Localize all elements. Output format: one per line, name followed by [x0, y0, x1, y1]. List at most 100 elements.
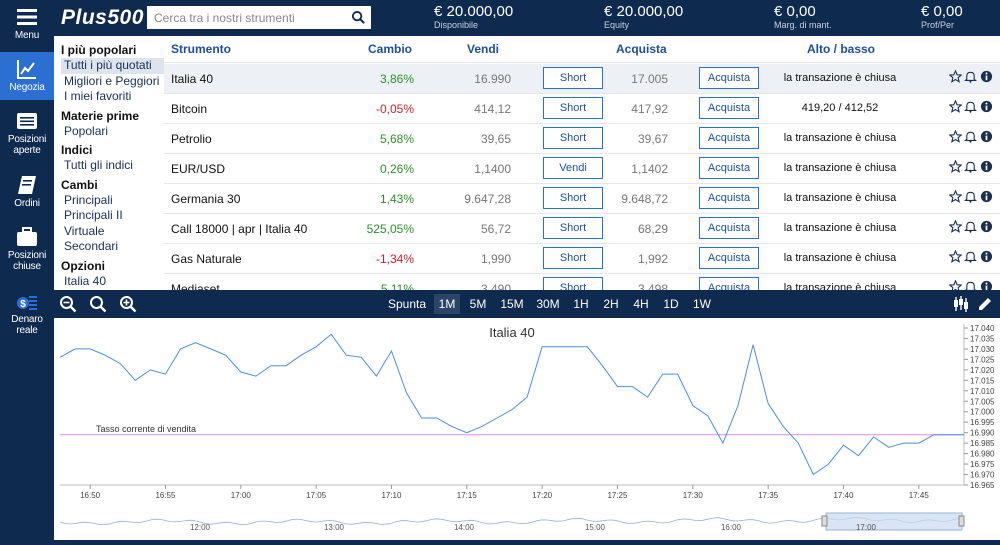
category-item-all-indices[interactable]: Tutti gli indici: [64, 158, 133, 172]
star-icon[interactable]: [949, 130, 962, 143]
buy-button[interactable]: Acquista: [699, 187, 759, 209]
buy-button[interactable]: Acquista: [699, 67, 759, 89]
bell-icon[interactable]: [964, 190, 977, 203]
star-icon[interactable]: [949, 190, 962, 203]
table-row[interactable]: EUR/USD 0,26% 1,1400 Vendi 1,1402 Acquis…: [164, 154, 1000, 184]
search-icon[interactable]: [351, 10, 366, 25]
nav-closed-positions[interactable]: Posizioni chiuse: [0, 220, 54, 272]
nav-real-money[interactable]: $ Denaro reale: [0, 284, 54, 336]
bell-icon[interactable]: [964, 160, 977, 173]
sell-button[interactable]: Vendi: [543, 157, 603, 179]
star-icon[interactable]: [949, 280, 962, 290]
sell-button[interactable]: Short: [543, 217, 603, 239]
timeframe-15m[interactable]: 15M: [500, 297, 524, 311]
instrument-name[interactable]: Bitcoin: [171, 102, 208, 116]
info-icon[interactable]: [980, 160, 993, 173]
timeframe-1m[interactable]: 1M: [434, 294, 460, 314]
star-icon[interactable]: [949, 70, 962, 83]
header-sell[interactable]: Vendi: [467, 42, 500, 56]
menu-button[interactable]: Menu: [0, 0, 54, 50]
chart-toolbar: Spunta 1M 5M 15M 30M 1H 2H 4H 1D 1W: [54, 290, 1000, 318]
bell-icon[interactable]: [964, 250, 977, 263]
sell-button[interactable]: Short: [543, 67, 603, 89]
category-item-most-traded[interactable]: Tutti i più quotati: [61, 58, 164, 74]
category-item-commodities-popular[interactable]: Popolari: [64, 123, 109, 138]
instrument-name[interactable]: Mediaset: [171, 282, 220, 290]
timeframe-5m[interactable]: 5M: [469, 297, 487, 311]
bell-icon[interactable]: [964, 100, 977, 113]
instrument-name[interactable]: Italia 40: [171, 72, 214, 86]
timeframe-1w[interactable]: 1W: [693, 297, 711, 311]
pencil-icon[interactable]: [976, 295, 994, 313]
category-item-fx-major[interactable]: Principali: [64, 192, 113, 207]
navigator-series-line: [59, 516, 965, 526]
nav-orders[interactable]: Ordini: [0, 168, 54, 218]
y-tick-label: 16.965: [970, 481, 995, 490]
sell-button[interactable]: Short: [543, 97, 603, 119]
info-icon[interactable]: [980, 220, 993, 233]
table-row[interactable]: Gas Naturale -1,34% 1,990 Short 1,992 Ac…: [164, 244, 1000, 274]
buy-button[interactable]: Acquista: [699, 247, 759, 269]
bell-icon[interactable]: [964, 70, 977, 83]
star-icon[interactable]: [949, 220, 962, 233]
zoom-out-icon[interactable]: [59, 295, 77, 313]
star-icon[interactable]: [949, 160, 962, 173]
instrument-name[interactable]: Call 18000 | apr | Italia 40: [171, 222, 308, 236]
info-icon[interactable]: [980, 280, 993, 290]
category-item-fx-minor[interactable]: Secondari: [64, 239, 119, 253]
timeframe-1d[interactable]: 1D: [663, 297, 679, 311]
header-buy[interactable]: Acquista: [616, 42, 667, 56]
price-chart[interactable]: Italia 40 17.040 17.035 17.030 17.025 17.020 1…: [54, 318, 1000, 545]
instrument-name[interactable]: Germania 30: [171, 192, 241, 206]
candlestick-icon[interactable]: [952, 295, 970, 313]
buy-button[interactable]: Acquista: [699, 97, 759, 119]
info-icon[interactable]: [980, 190, 993, 203]
nav-trade[interactable]: Negozia: [0, 52, 54, 100]
nav-open-positions[interactable]: Posizioni aperte: [0, 104, 54, 156]
category-item-favorites[interactable]: I miei favoriti: [64, 89, 132, 103]
category-item-fx-virtual[interactable]: Virtuale: [64, 223, 105, 238]
briefcase-icon: [17, 227, 37, 246]
table-row[interactable]: Mediaset 5,11% 3,490 Short 3,498 Acquist…: [164, 274, 1000, 290]
buy-button[interactable]: Acquista: [699, 217, 759, 239]
sell-button[interactable]: Short: [543, 127, 603, 149]
category-item-fx-major-2[interactable]: Principali II: [64, 208, 123, 222]
instrument-name[interactable]: EUR/USD: [171, 162, 226, 176]
info-icon[interactable]: [980, 250, 993, 263]
buy-button[interactable]: Acquista: [699, 157, 759, 179]
table-row[interactable]: Bitcoin -0,05% 414,12 Short 417,92 Acqui…: [164, 94, 1000, 124]
bell-icon[interactable]: [964, 280, 977, 290]
header-instrument[interactable]: Strumento: [171, 42, 231, 56]
zoom-in-icon[interactable]: [119, 295, 137, 313]
table-row[interactable]: Petrolio 5,68% 39,65 Short 39,67 Acquist…: [164, 124, 1000, 154]
plus500-logo[interactable]: Plus500: [61, 6, 144, 29]
instrument-name[interactable]: Petrolio: [171, 132, 212, 146]
info-icon[interactable]: [980, 130, 993, 143]
category-item-best-worst[interactable]: Migliori e Peggiori: [64, 73, 160, 88]
zoom-reset-icon[interactable]: [89, 295, 107, 313]
timeframe-4h[interactable]: 4H: [633, 297, 649, 311]
timeframe-2h[interactable]: 2H: [603, 297, 619, 311]
header-high-low[interactable]: Alto / basso: [807, 42, 876, 56]
table-row[interactable]: Call 18000 | apr | Italia 40 525,05% 56,…: [164, 214, 1000, 244]
bell-icon[interactable]: [964, 130, 977, 143]
buy-button[interactable]: Acquista: [699, 277, 759, 290]
buy-button[interactable]: Acquista: [699, 127, 759, 149]
timeframe-spunta[interactable]: Spunta: [387, 297, 427, 311]
bell-icon[interactable]: [964, 220, 977, 233]
header-change[interactable]: Cambio: [368, 42, 413, 56]
info-icon[interactable]: [980, 70, 993, 83]
timeframe-1h[interactable]: 1H: [573, 297, 589, 311]
instrument-name[interactable]: Gas Naturale: [171, 252, 242, 266]
timeframe-30m[interactable]: 30M: [536, 297, 560, 311]
category-item-options-italia40[interactable]: Italia 40: [64, 273, 107, 288]
table-row[interactable]: Germania 30 1,43% 9.647,28 Short 9.648,7…: [164, 184, 1000, 214]
sell-button[interactable]: Short: [543, 187, 603, 209]
search-input[interactable]: [147, 6, 342, 29]
sell-button[interactable]: Short: [543, 247, 603, 269]
table-row[interactable]: Italia 40 3,86% 16.990 Short 17.005 Acqu…: [164, 64, 1000, 94]
sell-button[interactable]: Short: [543, 277, 603, 290]
star-icon[interactable]: [949, 250, 962, 263]
info-icon[interactable]: [980, 100, 993, 113]
star-icon[interactable]: [949, 100, 962, 113]
